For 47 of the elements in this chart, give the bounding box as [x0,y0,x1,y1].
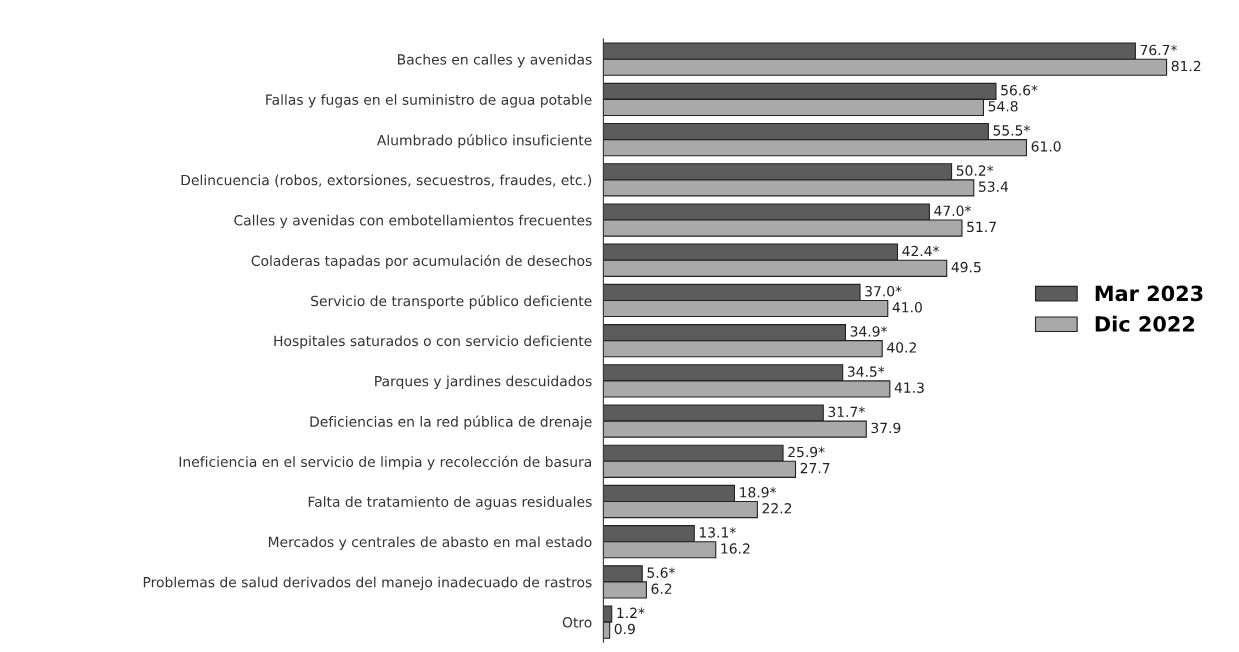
data-label: 6.2 [651,583,672,594]
y-tick-label: Coladeras tapadas por acumulación de desechos [251,254,592,269]
y-tick-label: Calles y avenidas con embotellamientos frecuentes [234,214,592,229]
data-label: 27.7 [800,462,830,474]
data-label: 0.9 [614,623,635,635]
data-label: 1.2* [617,607,645,618]
y-tick-label: Alumbrado público insuficiente [376,134,592,149]
data-label: 50.2* [956,165,994,176]
y-tick-label: Problemas de salud derivados del manejo inadecuado de rastros [143,576,592,591]
data-label: 41.0 [892,302,922,313]
legend-label: Dic 2022 [1095,315,1195,332]
data-label: 31.7* [828,406,865,418]
data-label: 76.7* [1140,44,1177,56]
y-tick-label: Hospitales saturados o con servicio deficiente [274,335,592,349]
data-label: 61.0 [1031,141,1061,152]
data-label: 56.6* [1001,84,1038,96]
data-label: 37.0* [865,285,902,297]
data-label: 16.2 [721,543,750,554]
data-label: 25.9* [788,446,825,458]
data-label: 42.4* [902,245,940,257]
y-tick-label: Falta de tratamiento de aguas residuales [308,496,592,510]
data-label: 54.8 [988,101,1018,112]
data-label: 40.2 [887,342,916,353]
data-label: 37.9 [871,422,901,434]
y-tick-label: Servicio de transporte público deficiente [311,294,592,309]
data-label: 53.4 [979,181,1009,192]
data-label: 81.2 [1171,60,1201,72]
data-label: 34.5* [847,366,885,377]
data-label: 51.7 [967,221,996,233]
data-label: 47.0* [934,205,971,217]
data-label: 49.5 [951,261,981,273]
data-label: 13.1* [699,527,736,538]
data-label: 55.5* [993,125,1030,136]
y-tick-label: Deficiencias en la red pública de drenaje [310,415,592,430]
y-tick-label: Fallas y fugas en el suministro de agua potable [266,94,592,108]
y-tick-label: Otro [562,617,592,628]
data-label: 5.6* [647,567,676,578]
y-tick-label: Delincuencia (robos, extorsiones, secuestros, fraudes, etc.) [181,174,592,187]
y-tick-label: Parques y jardines descuidados [375,375,592,390]
data-label: 22.2 [762,503,792,514]
data-label: 34.9* [850,326,888,337]
data-label: 41.3 [894,382,924,393]
legend-label: Mar 2023 [1095,285,1203,302]
y-tick-label: Baches en calles y avenidas [398,53,592,68]
y-tick-label: Mercados y centrales de abasto en mal estado [268,536,592,550]
y-tick-label: Ineficiencia en el servicio de limpia y recolección de basura [179,455,592,470]
data-label: 18.9* [740,486,777,498]
